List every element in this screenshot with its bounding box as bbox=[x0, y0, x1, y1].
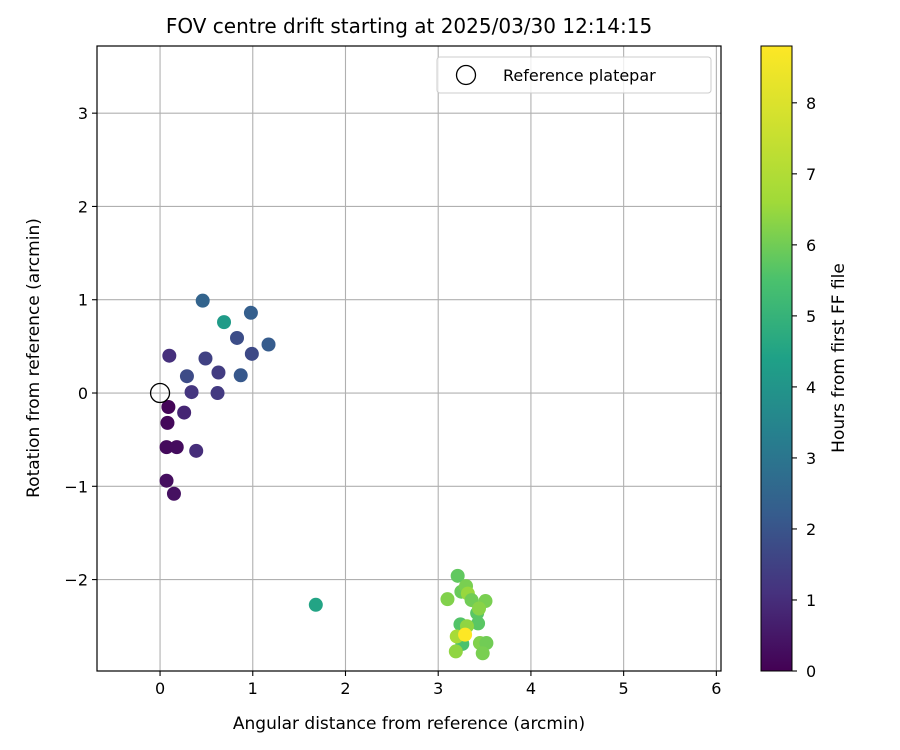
legend-box bbox=[436, 56, 712, 94]
colorbar-tick-label: 3 bbox=[806, 449, 816, 468]
x-tick-label: 6 bbox=[711, 679, 721, 698]
data-point bbox=[162, 348, 177, 363]
x-tick-label: 3 bbox=[433, 679, 443, 698]
colorbar-tick-label: 5 bbox=[806, 307, 816, 326]
x-tick-label: 0 bbox=[155, 679, 165, 698]
colorbar-tick-label: 4 bbox=[806, 378, 816, 397]
data-point bbox=[458, 627, 473, 642]
legend-marker-reference bbox=[455, 64, 477, 86]
data-point bbox=[177, 405, 192, 420]
data-point bbox=[472, 601, 487, 616]
y-tick-label: 2 bbox=[78, 197, 88, 216]
data-point bbox=[475, 646, 490, 661]
data-point bbox=[169, 440, 184, 455]
data-point bbox=[198, 351, 213, 366]
colorbar-tick-label: 0 bbox=[806, 662, 816, 681]
x-axis-ticks: 0 1 2 3 4 5 6 bbox=[155, 671, 721, 698]
data-point bbox=[448, 644, 463, 659]
y-axis-label: Rotation from reference (arcmin) bbox=[24, 218, 44, 498]
x-tick-label: 2 bbox=[340, 679, 350, 698]
data-point bbox=[159, 440, 174, 455]
reference-marker bbox=[149, 382, 171, 404]
data-point bbox=[471, 616, 486, 631]
plot-area-frame bbox=[96, 45, 722, 672]
data-point bbox=[166, 486, 181, 501]
data-point bbox=[210, 386, 225, 401]
chart-title: FOV centre drift starting at 2025/03/30 … bbox=[166, 14, 652, 38]
colorbar-tick-label: 7 bbox=[806, 165, 816, 184]
colorbar-tick-label: 8 bbox=[806, 94, 816, 113]
data-point bbox=[217, 315, 232, 330]
y-tick-label: −1 bbox=[64, 477, 88, 496]
x-tick-label: 5 bbox=[619, 679, 629, 698]
data-point bbox=[211, 365, 226, 380]
y-axis-ticks: −2 −1 0 1 2 3 bbox=[64, 104, 97, 590]
data-point bbox=[230, 330, 245, 345]
x-tick-label: 4 bbox=[526, 679, 536, 698]
colorbar-ticks: 0 1 2 3 4 5 6 7 8 bbox=[792, 94, 816, 681]
data-point bbox=[179, 369, 194, 384]
data-point bbox=[195, 293, 210, 308]
data-point bbox=[160, 415, 175, 430]
data-point bbox=[161, 400, 176, 415]
colorbar: 0 1 2 3 4 5 6 7 8 Hours from first FF file bbox=[760, 45, 849, 681]
data-point bbox=[244, 346, 259, 361]
data-point bbox=[243, 305, 258, 320]
x-axis-label: Angular distance from reference (arcmin) bbox=[233, 714, 585, 734]
legend: Reference platepar bbox=[436, 56, 712, 94]
x-tick-label: 1 bbox=[248, 679, 258, 698]
data-point bbox=[450, 568, 465, 583]
grid bbox=[97, 46, 721, 671]
colorbar-gradient bbox=[760, 45, 793, 672]
data-point bbox=[233, 368, 248, 383]
data-point bbox=[159, 473, 174, 488]
colorbar-tick-label: 1 bbox=[806, 591, 816, 610]
y-tick-label: 1 bbox=[78, 291, 88, 310]
y-tick-label: 3 bbox=[78, 104, 88, 123]
data-point bbox=[184, 385, 199, 400]
data-point bbox=[308, 597, 323, 612]
y-tick-label: 0 bbox=[78, 384, 88, 403]
data-point bbox=[261, 337, 276, 352]
data-points bbox=[149, 293, 494, 661]
data-point bbox=[440, 592, 455, 607]
colorbar-label: Hours from first FF file bbox=[829, 263, 849, 453]
colorbar-tick-label: 2 bbox=[806, 520, 816, 539]
data-point bbox=[189, 443, 204, 458]
colorbar-tick-label: 6 bbox=[806, 236, 816, 255]
y-tick-label: −2 bbox=[64, 571, 88, 590]
legend-label-reference: Reference platepar bbox=[503, 66, 656, 85]
